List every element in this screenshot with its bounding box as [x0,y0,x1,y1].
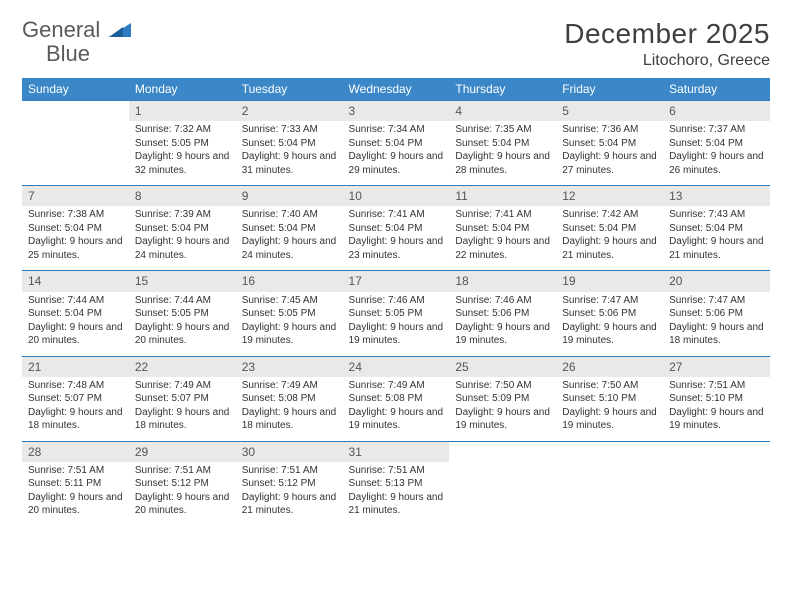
day-header: Wednesday [343,78,450,101]
day-number-cell: 28 [22,441,129,462]
day-number-cell: 29 [129,441,236,462]
day-cell [449,462,556,526]
day-number-cell: 17 [343,271,450,292]
day-number-cell: 6 [663,101,770,122]
day-header: Tuesday [236,78,343,101]
day-number-cell: 9 [236,186,343,207]
day-number-cell: 13 [663,186,770,207]
day-cell: Sunrise: 7:36 AMSunset: 5:04 PMDaylight:… [556,121,663,186]
day-cell: Sunrise: 7:50 AMSunset: 5:09 PMDaylight:… [449,377,556,442]
day-number-cell: 8 [129,186,236,207]
day-cell: Sunrise: 7:32 AMSunset: 5:05 PMDaylight:… [129,121,236,186]
day-number-cell [449,441,556,462]
day-cell: Sunrise: 7:51 AMSunset: 5:12 PMDaylight:… [236,462,343,526]
day-number-cell [22,101,129,122]
day-number-cell: 18 [449,271,556,292]
header: General Blue December 2025 Litochoro, Gr… [22,18,770,70]
day-cell: Sunrise: 7:51 AMSunset: 5:11 PMDaylight:… [22,462,129,526]
day-number-cell: 26 [556,356,663,377]
day-cell: Sunrise: 7:40 AMSunset: 5:04 PMDaylight:… [236,206,343,271]
day-cell: Sunrise: 7:51 AMSunset: 5:13 PMDaylight:… [343,462,450,526]
day-number-cell: 24 [343,356,450,377]
day-cell: Sunrise: 7:51 AMSunset: 5:10 PMDaylight:… [663,377,770,442]
day-cell: Sunrise: 7:41 AMSunset: 5:04 PMDaylight:… [449,206,556,271]
calendar-table: SundayMondayTuesdayWednesdayThursdayFrid… [22,78,770,526]
day-cell: Sunrise: 7:38 AMSunset: 5:04 PMDaylight:… [22,206,129,271]
day-cell: Sunrise: 7:51 AMSunset: 5:12 PMDaylight:… [129,462,236,526]
day-cell: Sunrise: 7:33 AMSunset: 5:04 PMDaylight:… [236,121,343,186]
logo-word1: General [22,17,100,42]
day-number-cell [663,441,770,462]
day-cell: Sunrise: 7:50 AMSunset: 5:10 PMDaylight:… [556,377,663,442]
day-number-cell: 10 [343,186,450,207]
day-cell: Sunrise: 7:44 AMSunset: 5:04 PMDaylight:… [22,292,129,357]
month-title: December 2025 [564,18,770,50]
logo-word2: Blue [46,41,90,66]
day-cell: Sunrise: 7:35 AMSunset: 5:04 PMDaylight:… [449,121,556,186]
day-cell: Sunrise: 7:47 AMSunset: 5:06 PMDaylight:… [556,292,663,357]
day-number-cell: 15 [129,271,236,292]
day-cell: Sunrise: 7:47 AMSunset: 5:06 PMDaylight:… [663,292,770,357]
day-cell: Sunrise: 7:42 AMSunset: 5:04 PMDaylight:… [556,206,663,271]
day-cell: Sunrise: 7:39 AMSunset: 5:04 PMDaylight:… [129,206,236,271]
day-cell: Sunrise: 7:44 AMSunset: 5:05 PMDaylight:… [129,292,236,357]
day-header: Thursday [449,78,556,101]
day-cell [22,121,129,186]
day-number-cell: 1 [129,101,236,122]
day-number-cell: 12 [556,186,663,207]
day-cell: Sunrise: 7:49 AMSunset: 5:08 PMDaylight:… [236,377,343,442]
day-number-cell: 19 [556,271,663,292]
day-number-cell: 21 [22,356,129,377]
day-cell: Sunrise: 7:46 AMSunset: 5:06 PMDaylight:… [449,292,556,357]
day-header: Saturday [663,78,770,101]
day-number-cell: 31 [343,441,450,462]
day-cell: Sunrise: 7:48 AMSunset: 5:07 PMDaylight:… [22,377,129,442]
day-number-cell: 11 [449,186,556,207]
day-number-cell: 16 [236,271,343,292]
day-cell: Sunrise: 7:41 AMSunset: 5:04 PMDaylight:… [343,206,450,271]
logo: General Blue [22,18,131,66]
day-cell: Sunrise: 7:34 AMSunset: 5:04 PMDaylight:… [343,121,450,186]
day-number-cell: 14 [22,271,129,292]
day-number-cell: 7 [22,186,129,207]
day-number-cell [556,441,663,462]
day-header: Sunday [22,78,129,101]
location: Litochoro, Greece [564,52,770,70]
day-cell: Sunrise: 7:49 AMSunset: 5:07 PMDaylight:… [129,377,236,442]
day-number-cell: 23 [236,356,343,377]
day-cell: Sunrise: 7:49 AMSunset: 5:08 PMDaylight:… [343,377,450,442]
day-cell: Sunrise: 7:43 AMSunset: 5:04 PMDaylight:… [663,206,770,271]
day-number-cell: 5 [556,101,663,122]
day-header-row: SundayMondayTuesdayWednesdayThursdayFrid… [22,78,770,101]
day-number-cell: 20 [663,271,770,292]
day-cell: Sunrise: 7:37 AMSunset: 5:04 PMDaylight:… [663,121,770,186]
day-number-cell: 22 [129,356,236,377]
day-number-cell: 27 [663,356,770,377]
day-number-cell: 3 [343,101,450,122]
day-number-cell: 2 [236,101,343,122]
day-number-cell: 30 [236,441,343,462]
day-cell [663,462,770,526]
logo-triangle-icon [109,21,131,42]
day-cell [556,462,663,526]
day-header: Friday [556,78,663,101]
day-cell: Sunrise: 7:46 AMSunset: 5:05 PMDaylight:… [343,292,450,357]
day-cell: Sunrise: 7:45 AMSunset: 5:05 PMDaylight:… [236,292,343,357]
day-number-cell: 25 [449,356,556,377]
day-header: Monday [129,78,236,101]
day-number-cell: 4 [449,101,556,122]
